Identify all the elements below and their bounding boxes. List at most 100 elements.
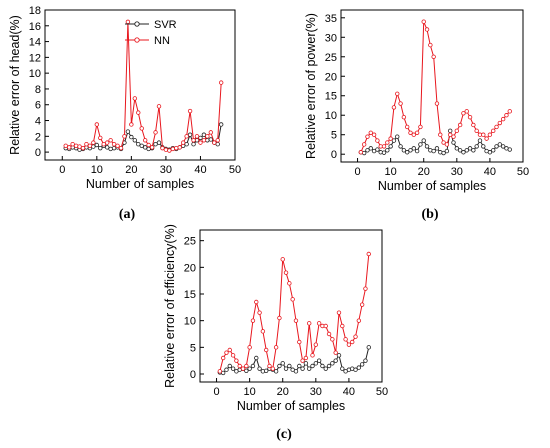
data-point-nn <box>163 147 169 152</box>
data-point-svr <box>451 140 456 145</box>
data-point-svr <box>408 148 413 153</box>
data-point-nn <box>346 342 352 347</box>
data-point-svr <box>104 145 110 150</box>
data-point-nn <box>267 363 272 369</box>
data-point-nn <box>247 345 252 350</box>
x-tick-label: 20 <box>125 164 137 176</box>
data-point-svr <box>363 358 368 363</box>
data-point-nn <box>358 150 364 155</box>
data-point-nn <box>104 140 110 145</box>
data-point-nn <box>368 130 373 135</box>
data-point-svr <box>307 366 312 371</box>
data-point-nn <box>404 124 410 130</box>
data-point-svr <box>230 366 236 371</box>
data-point-nn <box>504 113 509 118</box>
data-point-nn <box>431 54 436 59</box>
data-point-svr <box>156 140 162 145</box>
data-point-nn <box>424 27 430 32</box>
data-point-nn <box>111 142 117 147</box>
y-tick-label: 10 <box>184 316 196 328</box>
y-tick-label: 20 <box>325 71 337 83</box>
data-point-nn <box>313 342 319 347</box>
plot-frame <box>44 9 236 161</box>
y-tick-label: 16 <box>29 21 41 33</box>
data-point-svr <box>111 145 117 151</box>
data-point-nn <box>326 331 332 337</box>
data-point-nn <box>438 132 443 137</box>
chart-panel-1: 0 10 20 30 40 50 0 2 4 6 8 10 12 14 16 18 Number of samp… <box>8 5 241 222</box>
data-point-svr <box>224 367 229 372</box>
data-point-nn <box>142 138 148 143</box>
data-point-svr <box>441 150 446 156</box>
data-point-svr <box>388 144 393 149</box>
x-tick-label: 30 <box>451 166 463 178</box>
data-point-nn <box>70 142 75 147</box>
data-point-nn <box>310 353 315 358</box>
data-point-nn <box>280 257 285 262</box>
panel-label: (a) <box>119 207 136 222</box>
y-tick-label: 5 <box>331 130 337 142</box>
plot-frame <box>199 229 383 383</box>
data-point-nn <box>307 321 312 326</box>
data-point-nn <box>227 347 232 353</box>
data-point-svr <box>313 361 319 366</box>
y-tick-label: 14 <box>29 37 41 49</box>
panel-label: (c) <box>276 427 292 442</box>
y-tick-label: 25 <box>325 52 337 64</box>
data-point-svr <box>146 146 151 152</box>
data-point-nn <box>330 337 335 342</box>
x-axis-label: Number of samples <box>378 179 486 193</box>
data-point-nn <box>170 146 176 152</box>
data-point-nn <box>215 138 220 143</box>
data-point-nn <box>381 144 387 149</box>
data-point-nn <box>115 143 120 148</box>
data-point-svr <box>227 363 232 369</box>
x-tick-label: 20 <box>418 166 430 178</box>
data-point-nn <box>336 310 342 315</box>
data-point-svr <box>326 363 332 369</box>
y-axis-label: Relative error of power(%) <box>304 13 318 159</box>
data-point-nn <box>91 140 96 145</box>
y-axis-label: Relative error of head(%) <box>8 15 22 155</box>
data-point-svr <box>198 135 203 141</box>
data-point-nn <box>84 142 89 147</box>
data-point-nn <box>441 140 446 145</box>
data-point-nn <box>290 297 295 302</box>
data-point-nn <box>174 145 179 151</box>
data-point-svr <box>471 148 476 153</box>
data-point-nn <box>316 321 322 326</box>
data-point-svr <box>208 137 214 142</box>
data-point-nn <box>250 318 256 323</box>
data-point-svr <box>218 122 224 127</box>
y-tick-label: 4 <box>35 116 41 128</box>
data-point-nn <box>421 19 426 24</box>
y-axis-label: Relative error of efficiency(%) <box>163 224 177 388</box>
data-point-nn <box>411 132 416 137</box>
data-point-svr <box>91 144 96 149</box>
data-point-nn <box>80 145 86 151</box>
panel-label: (b) <box>421 207 438 222</box>
data-point-svr <box>250 363 256 369</box>
x-tick-label: 30 <box>160 164 172 176</box>
data-point-svr <box>444 148 450 154</box>
data-point-nn <box>244 363 249 369</box>
chart-panel-2: 0 10 20 30 40 50 0 5 10 15 20 25 30 35 Number of sampl… <box>304 9 529 222</box>
data-point-svr <box>418 142 423 147</box>
data-point-nn <box>139 126 144 131</box>
y-tick-label: 5 <box>190 342 196 354</box>
data-point-nn <box>217 369 223 374</box>
data-point-nn <box>160 145 165 151</box>
x-tick-label: 20 <box>277 386 289 398</box>
data-point-svr <box>283 366 289 371</box>
data-point-svr <box>273 369 279 374</box>
data-point-nn <box>363 286 368 291</box>
data-point-svr <box>448 128 453 134</box>
data-point-svr <box>401 148 407 153</box>
data-point-nn <box>356 318 362 323</box>
data-point-svr <box>356 365 362 370</box>
data-point-nn <box>484 136 489 141</box>
chart-panel-3: 0 10 20 30 40 50 0 5 10 15 20 25 Number of samples Re… <box>163 224 388 442</box>
data-point-nn <box>101 142 106 147</box>
data-point-svr <box>244 368 249 373</box>
